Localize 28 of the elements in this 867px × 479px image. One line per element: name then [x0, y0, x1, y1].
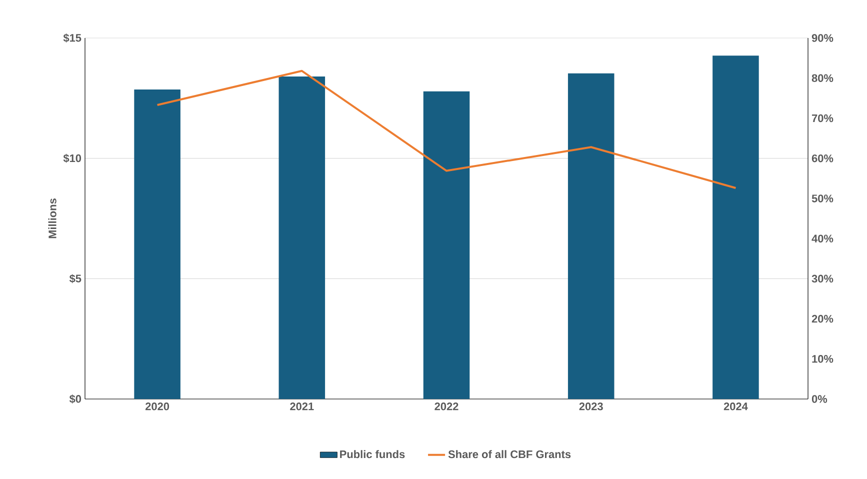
legend-label: Share of all CBF Grants: [448, 450, 571, 458]
bar: [134, 90, 180, 399]
x-tick-label: 2021: [290, 402, 314, 410]
line-series: [156, 70, 737, 190]
y2-tick-label: 10%: [812, 355, 834, 363]
x-tick-label: 2023: [579, 402, 603, 410]
y-tick-label: $10: [63, 154, 82, 163]
y2-tick-label: 60%: [812, 154, 834, 162]
x-tick-label: 2024: [724, 402, 748, 410]
legend-label: Public funds: [340, 450, 405, 458]
bar: [423, 91, 470, 399]
y-axis-title: Millions: [48, 198, 56, 238]
y2-tick-label: 90%: [812, 34, 834, 42]
y2-tick-label: 30%: [812, 274, 834, 283]
y-tick-label: $5: [69, 274, 82, 284]
bar: [278, 76, 326, 399]
y2-tick-label: 70%: [812, 114, 834, 122]
y2-tick-label: 80%: [812, 74, 834, 82]
bar: [568, 73, 614, 399]
y2-tick-label: 0%: [812, 395, 828, 403]
x-tick-label: 2022: [434, 402, 458, 410]
y-tick-label: $0: [69, 394, 82, 404]
x-tick-label: 2020: [145, 402, 170, 410]
bar: [712, 56, 759, 399]
y2-tick-label: 50%: [812, 194, 834, 202]
y-tick-label: $15: [63, 34, 82, 42]
y2-tick-label: 20%: [812, 314, 834, 323]
y2-tick-label: 40%: [812, 234, 834, 242]
